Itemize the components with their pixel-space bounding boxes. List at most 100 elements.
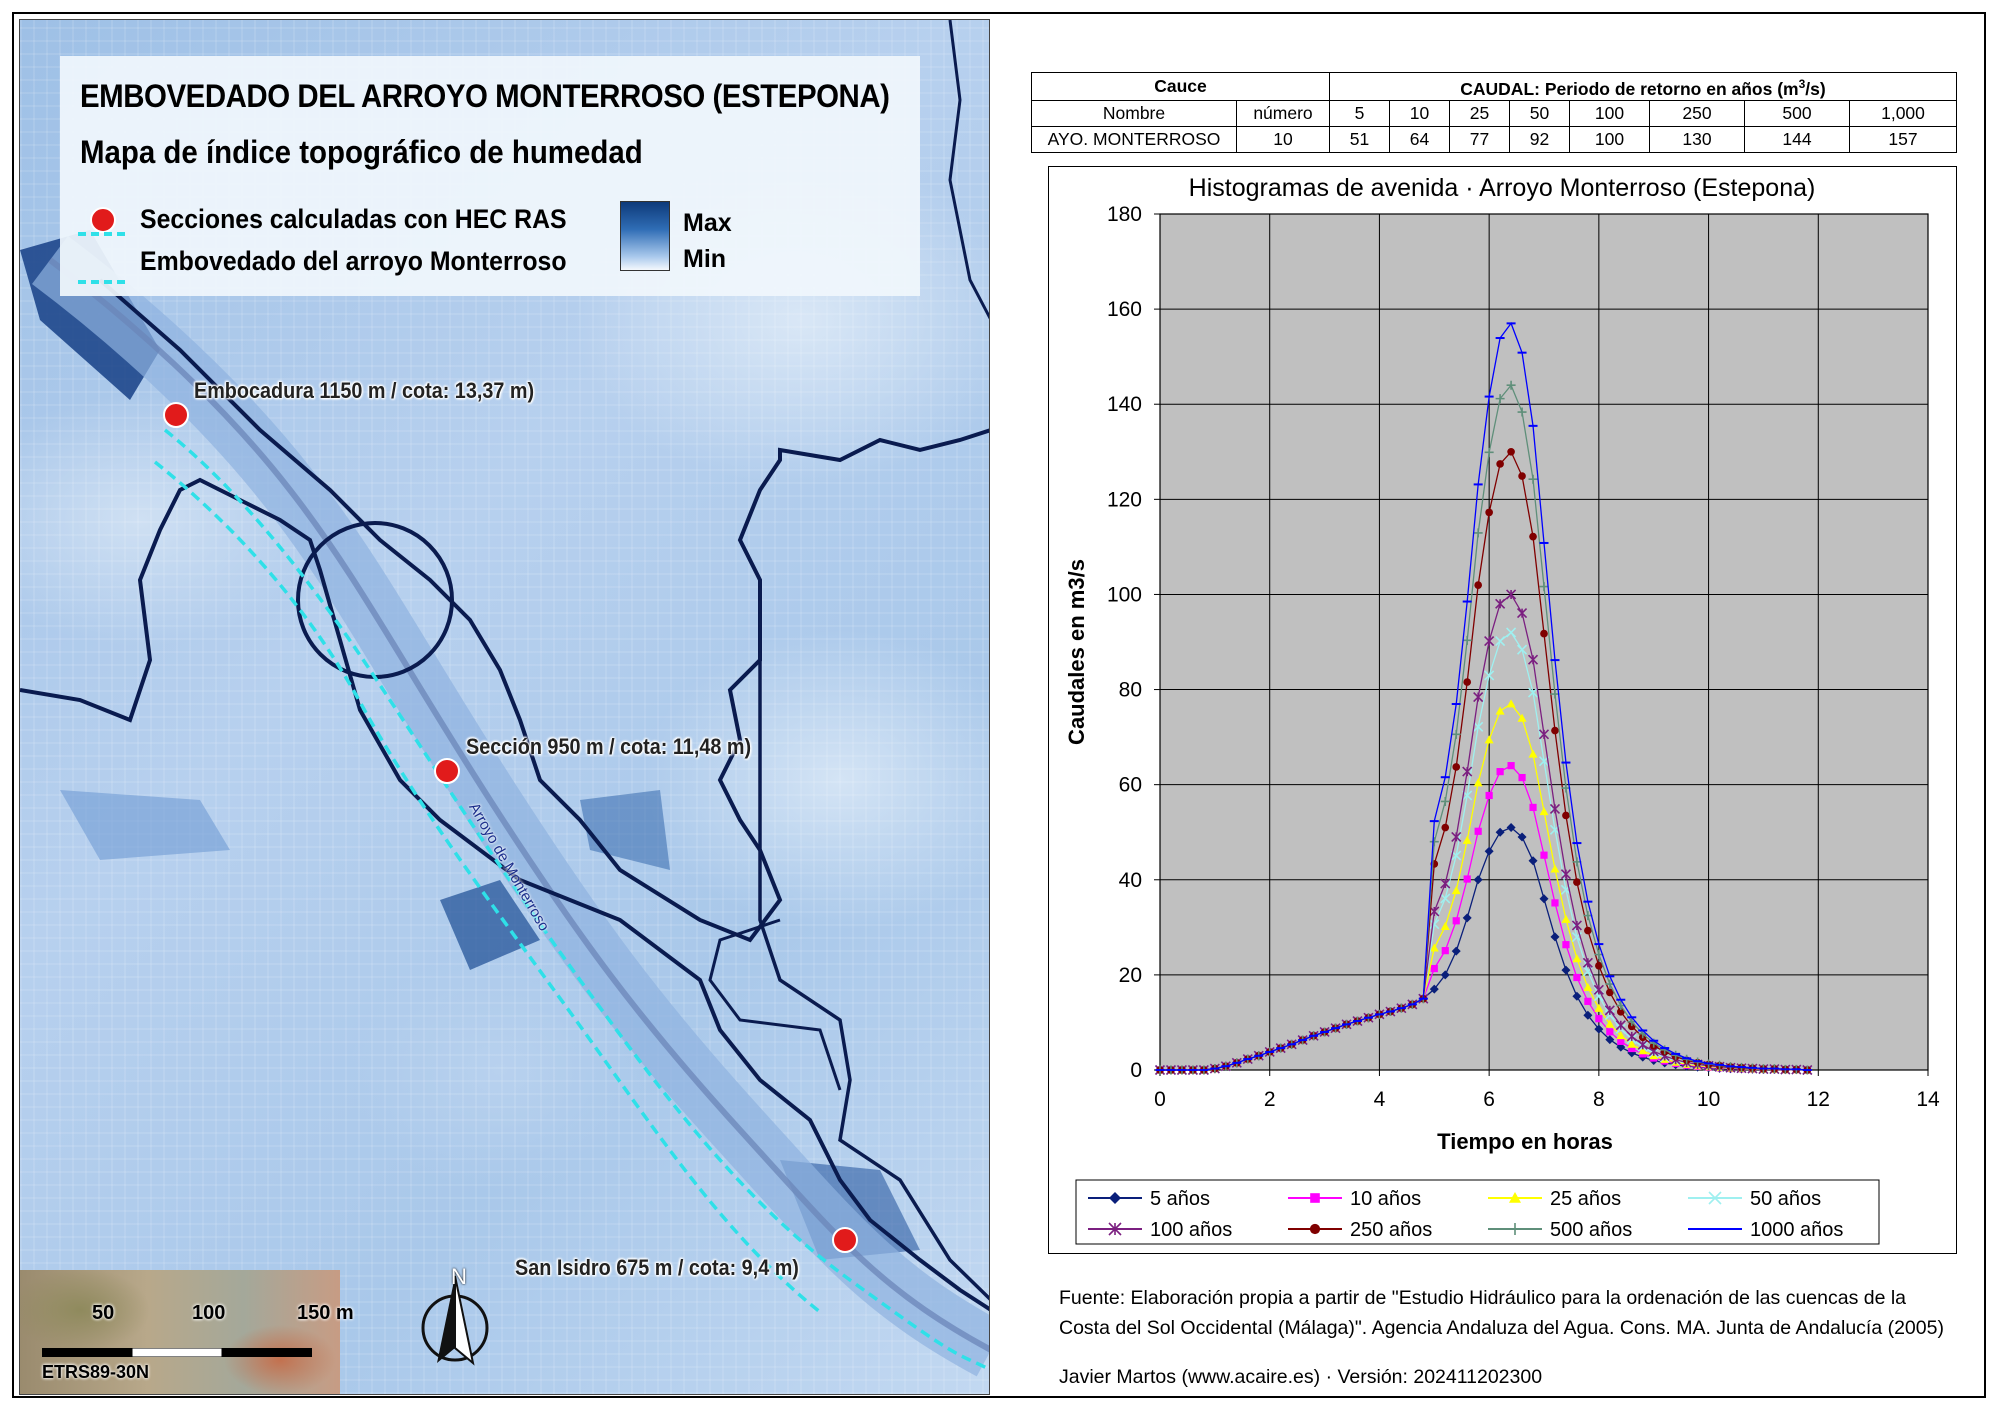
- watershed-boundary: [20, 477, 989, 1312]
- data-point: [1506, 822, 1516, 832]
- legend-marker: [1108, 1222, 1122, 1236]
- series-1000-años: [1155, 322, 1812, 1071]
- data-point: [1429, 919, 1440, 930]
- data-point: [1572, 991, 1582, 1001]
- data-point: [1451, 946, 1461, 956]
- chart-title: Histogramas de avenida · Arroyo Monterro…: [1189, 174, 1816, 202]
- data-point: [1529, 803, 1537, 812]
- data-point: [1506, 589, 1517, 600]
- data-point: [1451, 729, 1461, 739]
- header-caudal-suffix: /s): [1805, 78, 1826, 99]
- period-25: 25: [1449, 99, 1510, 127]
- data-point: [1628, 1044, 1636, 1053]
- x-tick-label: 14: [1916, 1088, 1940, 1111]
- data-point: [1550, 864, 1560, 873]
- data-point: [1517, 713, 1527, 722]
- data-point: [1527, 654, 1539, 665]
- x-tick-label: 0: [1154, 1088, 1166, 1111]
- map-legend-panel: [60, 56, 920, 296]
- row-value: 77: [1449, 125, 1510, 153]
- watershed-boundary: [758, 660, 989, 1301]
- legend-item: 50 años: [1688, 1188, 1821, 1210]
- source-line-2: Costa del Sol Occidental (Málaga)". Agen…: [1059, 1317, 1944, 1339]
- legend-label: 25 años: [1550, 1188, 1621, 1210]
- author-version: Javier Martos (www.acaire.es) · Versión:…: [1059, 1366, 1543, 1388]
- legend-section-point-symbol: [90, 207, 116, 233]
- data-point: [1561, 914, 1571, 923]
- legend-item: 5 años: [1088, 1188, 1210, 1210]
- ramp-max-label: Max: [683, 209, 732, 237]
- data-point: [1604, 1010, 1615, 1021]
- row-value: 92: [1509, 125, 1570, 153]
- section-point-950[interactable]: [434, 758, 460, 784]
- data-point: [1605, 1019, 1615, 1028]
- y-tick-label: 100: [1107, 583, 1142, 606]
- stream-channel: [48, 257, 989, 1353]
- row-value: 64: [1389, 125, 1450, 153]
- data-point: [1560, 869, 1572, 880]
- data-point: [1452, 763, 1461, 771]
- table-header-row: Cauce CAUDAL: Periodo de retorno en años…: [1031, 72, 1957, 101]
- section-label-san-isidro: San Isidro 675 m / cota: 9,4 m): [515, 1255, 799, 1280]
- plot-area-background: [1159, 213, 1929, 1071]
- crs-label: ETRS89-30N: [42, 1362, 150, 1382]
- data-point: [1452, 917, 1460, 925]
- y-tick-label: 160: [1107, 298, 1142, 321]
- data-point: [1584, 997, 1592, 1005]
- ramp-min-label: Min: [683, 245, 727, 273]
- data-point: [1518, 472, 1526, 480]
- legend-label: 100 años: [1150, 1219, 1232, 1241]
- data-point: [1551, 726, 1559, 735]
- legend-item: 500 años: [1488, 1219, 1632, 1241]
- data-point: [1562, 941, 1570, 949]
- legend-marker: [1509, 1192, 1521, 1203]
- data-point: [1571, 920, 1582, 931]
- chart-legend-box: [1075, 1179, 1880, 1245]
- section-point-san-isidro[interactable]: [832, 1227, 858, 1253]
- data-point: [1615, 1020, 1626, 1031]
- legend-item: 10 años: [1288, 1188, 1421, 1210]
- wetness-index-map[interactable]: EMBOVEDADO DEL ARROYO MONTERROSO (ESTEPO…: [19, 19, 990, 1395]
- legend-item: 25 años: [1488, 1188, 1621, 1210]
- data-point: [1473, 528, 1483, 538]
- data-point: [1516, 644, 1528, 655]
- data-point: [1473, 778, 1483, 787]
- data-point: [1440, 878, 1451, 889]
- x-axis-label: Tiempo en horas: [1437, 1129, 1613, 1154]
- hydrograph-chart: Histogramas de avenida · Arroyo Monterro…: [1064, 174, 1940, 1245]
- data-point: [1605, 1035, 1615, 1045]
- section-point-embocadura[interactable]: [163, 402, 189, 428]
- legend-marker: [1310, 1193, 1320, 1203]
- data-point: [1496, 460, 1504, 468]
- y-tick-label: 140: [1107, 393, 1142, 416]
- data-point: [1617, 1037, 1625, 1045]
- data-point: [1440, 893, 1451, 904]
- y-tick-label: 20: [1119, 964, 1142, 987]
- data-point: [1550, 932, 1560, 942]
- y-tick-label: 180: [1107, 203, 1142, 226]
- data-point: [1616, 1031, 1626, 1040]
- data-point: [1495, 598, 1506, 609]
- data-point: [1474, 827, 1482, 835]
- depression-area: [60, 790, 230, 860]
- data-point: [1473, 721, 1484, 732]
- data-point: [1495, 827, 1505, 837]
- north-label: N: [451, 1264, 467, 1289]
- data-point: [1507, 447, 1515, 456]
- culvert-line-east: [163, 428, 989, 1371]
- legend-label: 5 años: [1150, 1188, 1210, 1210]
- data-point: [1495, 636, 1506, 647]
- legend-culvert-line-symbol: [78, 280, 128, 284]
- watershed-boundary: [948, 20, 989, 320]
- legend-marker: [1509, 1223, 1521, 1235]
- plot-area-border: [1159, 213, 1929, 1071]
- data-point: [1584, 926, 1592, 935]
- scale-tick-label: 150 m: [297, 1302, 354, 1324]
- data-point: [1594, 1024, 1604, 1034]
- data-point: [1485, 508, 1493, 517]
- depression-area: [580, 790, 670, 870]
- data-point: [1462, 913, 1472, 923]
- legend-marker: [1109, 1192, 1121, 1204]
- data-point: [1440, 921, 1450, 931]
- watershed-boundary: [708, 918, 842, 1091]
